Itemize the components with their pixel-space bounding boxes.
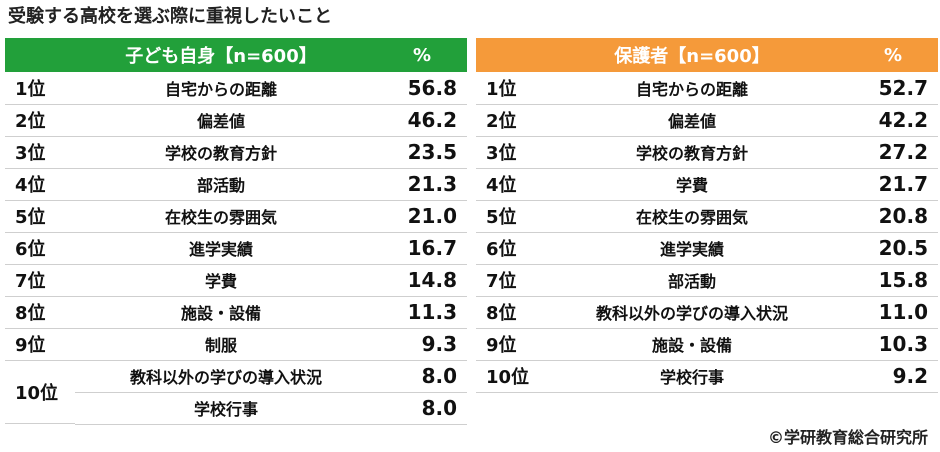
table-row: 4位 学費 21.7 bbox=[476, 168, 938, 201]
table-row: 8位 教科以外の学びの導入状況 11.0 bbox=[476, 296, 938, 329]
table-row: 1位 自宅からの距離 56.8 bbox=[5, 72, 467, 105]
item-label: 自宅からの距離 bbox=[164, 80, 277, 99]
value-label: 46.2 bbox=[407, 108, 457, 132]
rank-label: 6位 bbox=[486, 239, 517, 260]
table-row: 6位 進学実績 16.7 bbox=[5, 232, 467, 265]
table-row: 8位 施設・設備 11.3 bbox=[5, 296, 467, 329]
child-header-unit: % bbox=[412, 44, 432, 66]
item-label: 偏差値 bbox=[667, 112, 716, 131]
table-row: 1位 自宅からの距離 52.7 bbox=[476, 72, 938, 105]
item-label: 進学実績 bbox=[188, 240, 253, 259]
table-row: 9位 施設・設備 10.3 bbox=[476, 328, 938, 361]
rank-label: 8位 bbox=[15, 303, 46, 324]
value-label: 23.5 bbox=[407, 140, 457, 164]
rank-label: 9位 bbox=[15, 335, 46, 356]
item-label: 在校生の雰囲気 bbox=[635, 208, 748, 227]
table-row: 5位 在校生の雰囲気 20.8 bbox=[476, 200, 938, 233]
table-row: 2位 偏差値 46.2 bbox=[5, 104, 467, 137]
value-label: 15.8 bbox=[878, 268, 928, 292]
table-row: 3位 学校の教育方針 23.5 bbox=[5, 136, 467, 169]
rank-label: 7位 bbox=[486, 271, 517, 292]
value-label: 8.0 bbox=[421, 364, 457, 388]
item-label: 部活動 bbox=[196, 176, 245, 195]
value-label: 16.7 bbox=[407, 236, 457, 260]
item-label: 学費 bbox=[675, 176, 708, 195]
table-row: 教科以外の学びの導入状況 8.0 bbox=[75, 360, 467, 393]
rank-label: 1位 bbox=[486, 79, 517, 100]
rank-label: 3位 bbox=[486, 143, 517, 164]
parent-header-label: 保護者【n=600】 bbox=[614, 46, 770, 67]
rank-label: 3位 bbox=[15, 143, 46, 164]
item-label: 施設・設備 bbox=[180, 304, 261, 323]
table-row: 2位 偏差値 42.2 bbox=[476, 104, 938, 137]
child-header-label: 子ども自身【n=600】 bbox=[125, 46, 317, 67]
value-label: 21.3 bbox=[407, 172, 457, 196]
child-table-rows: 1位 自宅からの距離 56.8 2位 偏差値 46.2 3位 学校の教育方針 23.5 4位 部活動… bbox=[5, 72, 467, 425]
rank-label: 5位 bbox=[15, 207, 46, 228]
parent-table-rows: 1位 自宅からの距離 52.7 2位 偏差値 42.2 3位 学校の教育方針 27.2 4位 学費 2… bbox=[476, 72, 938, 393]
item-label: 学校行事 bbox=[193, 400, 258, 419]
rank-label: 10位 bbox=[486, 367, 530, 388]
item-label: 教科以外の学びの導入状況 bbox=[595, 304, 788, 323]
rank-label: 2位 bbox=[15, 111, 46, 132]
item-label: 学校行事 bbox=[659, 368, 724, 387]
item-label: 施設・設備 bbox=[651, 336, 732, 355]
value-label: 20.8 bbox=[878, 204, 928, 228]
item-label: 偏差値 bbox=[196, 112, 245, 131]
item-label: 学費 bbox=[204, 272, 237, 291]
rank-label: 4位 bbox=[486, 175, 517, 196]
value-label: 14.8 bbox=[407, 268, 457, 292]
table-row: 7位 学費 14.8 bbox=[5, 264, 467, 297]
item-label: 自宅からの距離 bbox=[635, 80, 748, 99]
table-row: 学校行事 8.0 bbox=[75, 392, 467, 425]
rank-label: 4位 bbox=[15, 175, 46, 196]
value-label: 9.2 bbox=[892, 364, 928, 388]
parent-table-header: 保護者【n=600】 % bbox=[476, 38, 938, 72]
value-label: 8.0 bbox=[421, 396, 457, 420]
rank-label: 10位 bbox=[5, 360, 75, 424]
parent-header-unit: % bbox=[883, 44, 903, 66]
value-label: 20.5 bbox=[878, 236, 928, 260]
value-label: 21.0 bbox=[407, 204, 457, 228]
value-label: 10.3 bbox=[878, 332, 928, 356]
rank-label: 2位 bbox=[486, 111, 517, 132]
rank-label: 9位 bbox=[486, 335, 517, 356]
table-row: 10位 学校行事 9.2 bbox=[476, 360, 938, 393]
table-row: 3位 学校の教育方針 27.2 bbox=[476, 136, 938, 169]
table-row: 9位 制服 9.3 bbox=[5, 328, 467, 361]
table-row: 4位 部活動 21.3 bbox=[5, 168, 467, 201]
rank-label: 7位 bbox=[15, 271, 46, 292]
value-label: 11.0 bbox=[878, 300, 928, 324]
item-label: 教科以外の学びの導入状況 bbox=[129, 368, 322, 387]
item-label: 進学実績 bbox=[659, 240, 724, 259]
item-label: 在校生の雰囲気 bbox=[164, 208, 277, 227]
item-label: 学校の教育方針 bbox=[635, 144, 748, 163]
rank-label: 6位 bbox=[15, 239, 46, 260]
item-label: 部活動 bbox=[667, 272, 716, 291]
value-label: 42.2 bbox=[878, 108, 928, 132]
item-label: 制服 bbox=[204, 336, 237, 355]
value-label: 9.3 bbox=[421, 332, 457, 356]
child-table: 子ども自身【n=600】 % 1位 自宅からの距離 56.8 2位 偏差値 46.2 3位学… bbox=[5, 38, 467, 425]
value-label: 56.8 bbox=[407, 76, 457, 100]
rank-label: 8位 bbox=[486, 303, 517, 324]
rank-label: 1位 bbox=[15, 79, 46, 100]
value-label: 52.7 bbox=[878, 76, 928, 100]
value-label: 11.3 bbox=[407, 300, 457, 324]
copyright-credit: ©学研教育総合研究所 bbox=[767, 428, 928, 447]
value-label: 21.7 bbox=[878, 172, 928, 196]
child-table-header: 子ども自身【n=600】 % bbox=[5, 38, 467, 72]
table-row: 7位 部活動 15.8 bbox=[476, 264, 938, 297]
value-label: 27.2 bbox=[878, 140, 928, 164]
parent-table: 保護者【n=600】 % 1位 自宅からの距離 52.7 2位 偏差値 42.2 3位 学校の… bbox=[476, 38, 938, 393]
table-row: 6位 進学実績 20.5 bbox=[476, 232, 938, 265]
table-row: 5位 在校生の雰囲気 21.0 bbox=[5, 200, 467, 233]
chart-title: 受験する高校を選ぶ際に重視したいこと bbox=[8, 6, 332, 27]
rank-label: 5位 bbox=[486, 207, 517, 228]
item-label: 学校の教育方針 bbox=[164, 144, 277, 163]
